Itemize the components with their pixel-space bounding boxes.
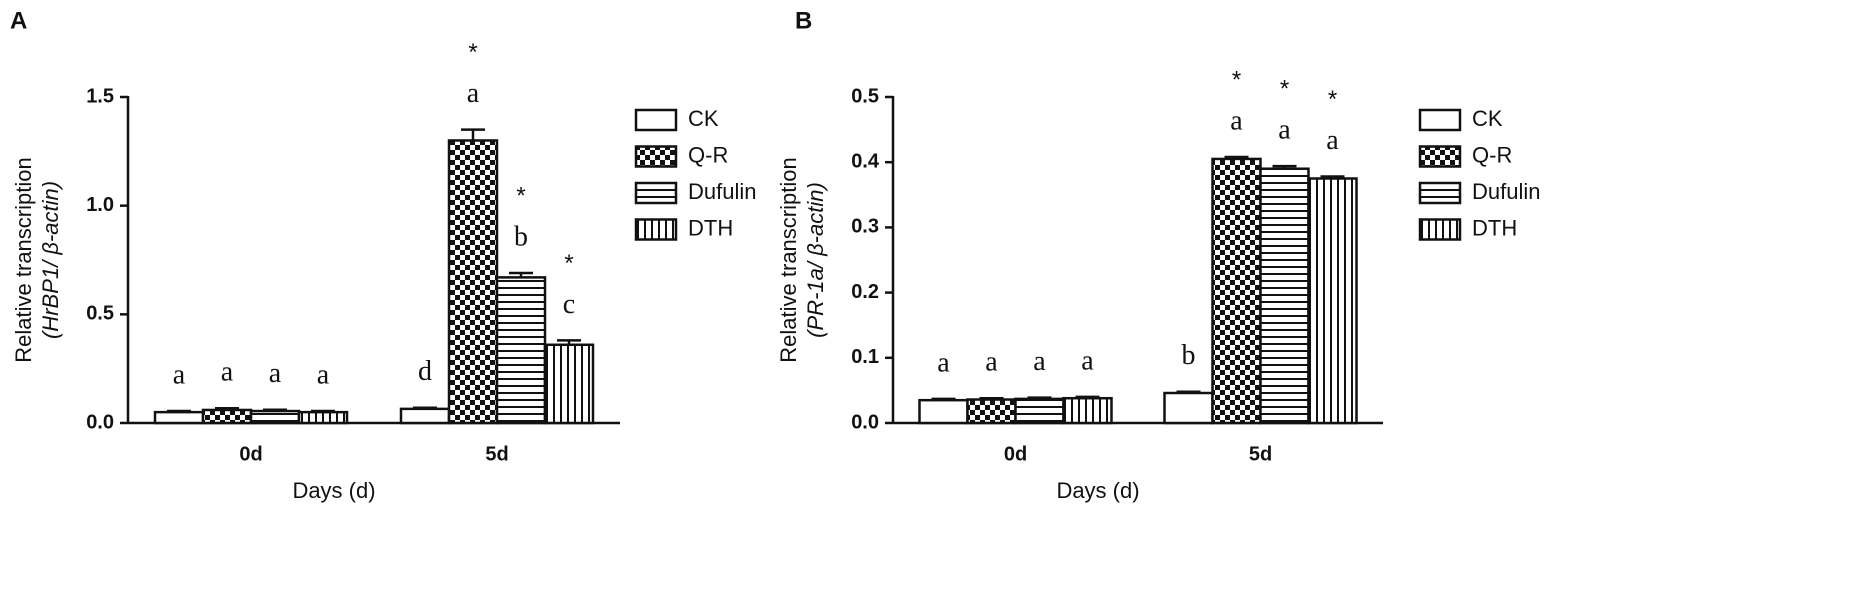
panel-label: B <box>795 7 812 34</box>
x-axis-label: Days (d) <box>1056 478 1139 503</box>
legend-swatch <box>634 218 678 241</box>
x-tick-label: 5d <box>485 443 508 465</box>
legend-label: Q-R <box>688 142 728 167</box>
bar <box>1307 177 1358 425</box>
significance-letter: a <box>1230 105 1243 136</box>
significance-letter: a <box>1278 115 1291 146</box>
y-tick-label: 0.5 <box>86 303 114 325</box>
significance-letter: a <box>221 357 234 388</box>
y-tick-label: 0.4 <box>851 150 880 172</box>
y-tick-label: 0.2 <box>851 281 879 303</box>
y-tick-label: 0.0 <box>851 411 879 433</box>
y-tick-label: 1.0 <box>86 194 114 216</box>
significance-letter: a <box>937 347 950 378</box>
bar <box>201 408 253 425</box>
bar <box>1062 396 1113 425</box>
significance-letter: d <box>418 356 432 387</box>
y-tick-label: 0.1 <box>851 346 879 368</box>
bar <box>495 276 547 425</box>
significance-letter: a <box>1081 345 1094 376</box>
bar <box>153 410 205 425</box>
legend-swatch <box>1418 108 1462 132</box>
y-tick-label: 0.5 <box>851 85 879 107</box>
significance-star: * <box>1328 86 1337 113</box>
y-tick-label: 0.0 <box>86 411 114 433</box>
bar <box>966 398 1017 425</box>
bar <box>1259 167 1310 425</box>
significance-letter: b <box>1182 340 1196 371</box>
bar <box>918 398 969 425</box>
significance-letter: a <box>1326 125 1339 156</box>
legend-label: CK <box>1472 106 1503 131</box>
significance-letter: a <box>985 347 998 378</box>
significance-letter: c <box>563 289 575 320</box>
legend-label: DTH <box>688 215 733 240</box>
bar <box>543 343 595 425</box>
legend-label: Dufulin <box>688 179 756 204</box>
significance-star: * <box>516 182 525 209</box>
legend-swatch <box>634 108 678 132</box>
bar <box>1014 397 1065 425</box>
significance-star: * <box>1280 75 1289 102</box>
y-axis-label: Relative transcription <box>11 157 36 362</box>
legend-swatch <box>1418 218 1462 241</box>
x-axis-label: Days (d) <box>292 478 375 503</box>
significance-letter: a <box>173 359 186 390</box>
significance-letter: b <box>514 221 528 252</box>
bar <box>1163 391 1214 425</box>
bar <box>1211 157 1262 425</box>
bar <box>249 409 301 425</box>
significance-letter: a <box>1033 346 1046 377</box>
significance-star: * <box>1232 66 1241 93</box>
panel-label: A <box>10 7 27 34</box>
bar <box>297 410 349 425</box>
legend-label: Dufulin <box>1472 179 1540 204</box>
significance-letter: a <box>269 358 282 389</box>
legend-swatch <box>1418 181 1462 205</box>
y-axis-label: (HrBP1/ β-actin) <box>38 181 63 339</box>
legend-swatch <box>634 181 678 205</box>
x-tick-label: 0d <box>1004 443 1027 465</box>
significance-letter: a <box>467 78 480 109</box>
significance-star: * <box>468 39 477 66</box>
x-tick-label: 5d <box>1249 443 1272 465</box>
legend-label: Q-R <box>1472 142 1512 167</box>
significance-letter: a <box>317 359 330 390</box>
y-tick-label: 0.3 <box>851 216 879 238</box>
bar <box>399 407 451 425</box>
y-tick-label: 1.5 <box>86 85 114 107</box>
legend-swatch <box>634 145 678 168</box>
y-axis-label: (PR-1a/ β-actin) <box>803 182 828 338</box>
x-tick-label: 0d <box>239 443 262 465</box>
legend-swatch <box>1418 145 1462 168</box>
legend-label: CK <box>688 106 719 131</box>
significance-star: * <box>564 250 573 277</box>
legend-label: DTH <box>1472 215 1517 240</box>
y-axis-label: Relative transcription <box>776 157 801 362</box>
bar <box>447 139 499 425</box>
